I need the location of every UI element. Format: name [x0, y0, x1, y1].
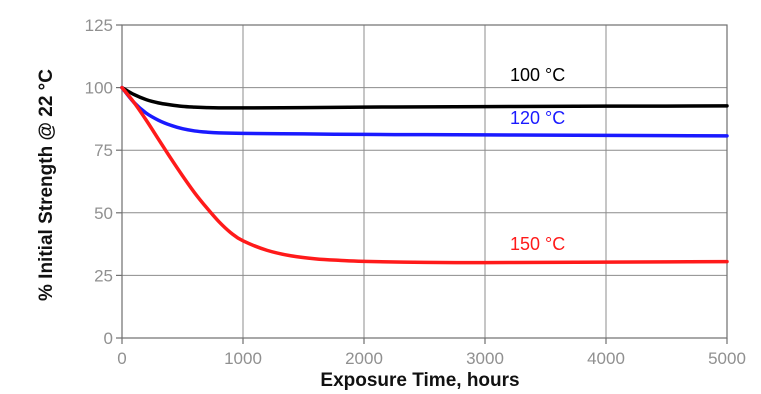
- y-tick-label-100: 100: [85, 79, 113, 98]
- x-axis-title: Exposure Time, hours: [320, 370, 519, 391]
- x-tick-label-2000: 2000: [345, 349, 383, 368]
- y-axis-title: % Initial Strength @ 22 °C: [36, 69, 57, 301]
- series-line-150c: [120, 85, 729, 265]
- y-tick-label-50: 50: [94, 204, 113, 223]
- series-line-120c: [120, 85, 729, 138]
- x-tick-label-1000: 1000: [224, 349, 262, 368]
- y-tick-label-125: 125: [85, 16, 113, 35]
- axis-ticks: [116, 24, 728, 344]
- x-tick-label-4000: 4000: [587, 349, 625, 368]
- series-label-120c: 120 °C: [510, 108, 565, 128]
- series-labels: 100 °C 120 °C 150 °C: [510, 65, 565, 254]
- series-line-100c: [120, 85, 729, 110]
- y-tick-labels: 0 25 50 75 100 125: [85, 16, 113, 348]
- grid-lines: [122, 25, 727, 338]
- plot-frame: [121, 24, 728, 339]
- x-tick-label-0: 0: [117, 349, 126, 368]
- x-tick-labels: 0 1000 2000 3000 4000 5000: [117, 349, 746, 368]
- x-tick-label-3000: 3000: [466, 349, 504, 368]
- y-tick-label-75: 75: [94, 141, 113, 160]
- series-label-150c: 150 °C: [510, 234, 565, 254]
- series-lines: [120, 85, 729, 265]
- x-tick-label-5000: 5000: [708, 349, 746, 368]
- plot-area-background: [122, 25, 727, 338]
- y-tick-label-25: 25: [94, 266, 113, 285]
- series-label-100c: 100 °C: [510, 65, 565, 85]
- y-tick-label-0: 0: [104, 329, 113, 348]
